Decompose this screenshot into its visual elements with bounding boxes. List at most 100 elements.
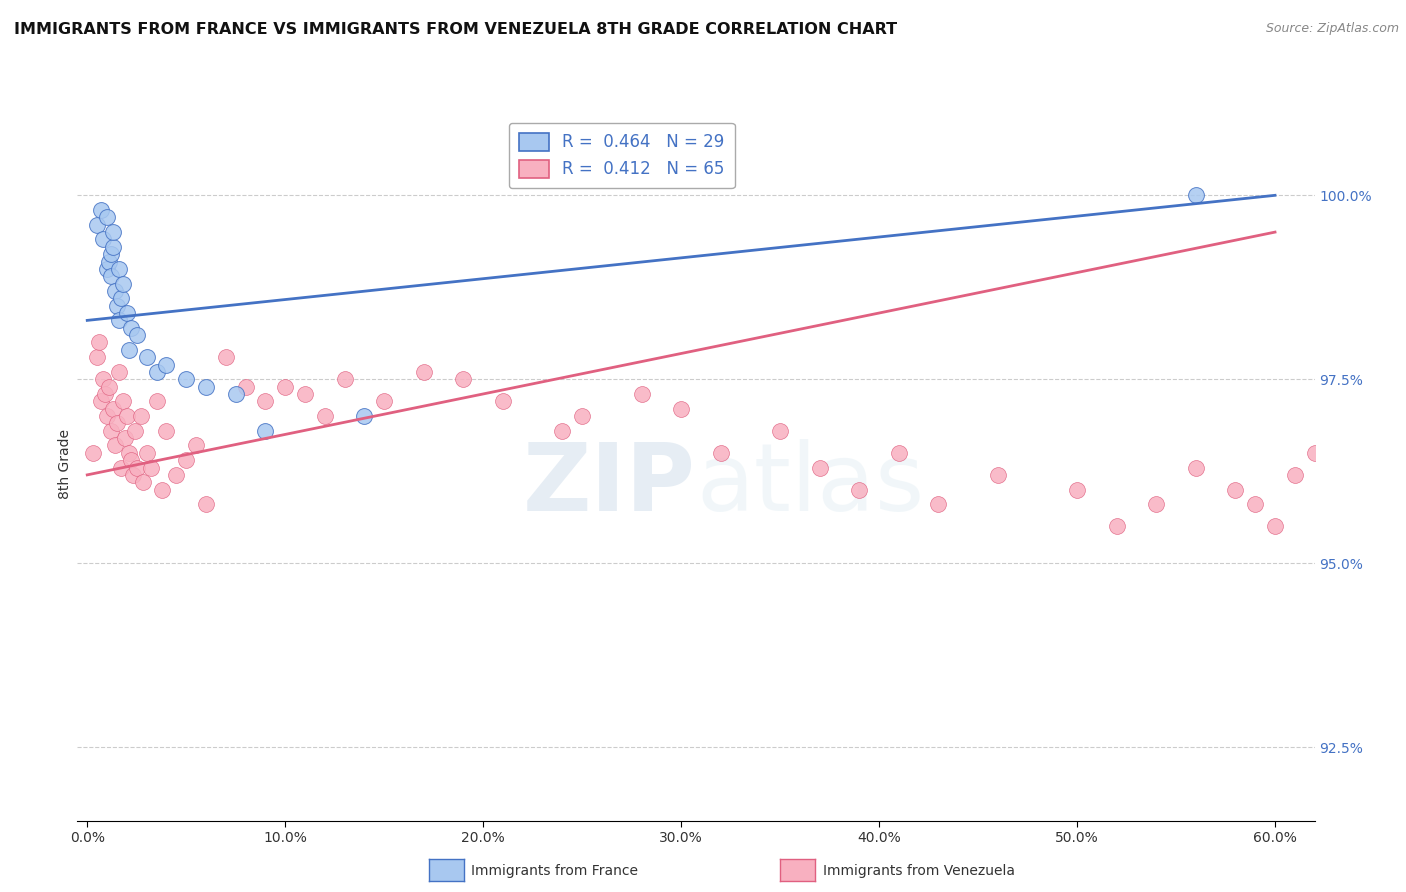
Point [254,424,277,438]
Point [333,372,356,386]
Point [630,387,652,401]
Point [848,483,870,497]
Text: IMMIGRANTS FROM FRANCE VS IMMIGRANTS FROM VENEZUELA 8TH GRADE CORRELATION CHART: IMMIGRANTS FROM FRANCE VS IMMIGRANTS FRO… [14,22,897,37]
Point [145,365,167,379]
Point [314,409,336,423]
Point [927,497,949,511]
Point [174,453,197,467]
Point [669,401,692,416]
Point [274,379,297,393]
Point [86,350,108,364]
Point [82,446,104,460]
Point [254,394,277,409]
Point [987,467,1010,482]
Point [1323,424,1346,438]
Point [114,431,136,445]
Point [808,460,831,475]
Point [165,467,187,482]
Point [98,254,121,268]
Point [90,394,112,409]
Point [373,394,395,409]
Point [1185,188,1208,202]
Point [101,240,124,254]
Text: ZIP: ZIP [523,439,696,532]
Point [120,320,142,334]
Point [101,225,124,239]
Point [90,202,112,217]
Point [155,424,177,438]
Point [1303,446,1326,460]
Point [120,453,142,467]
Point [110,291,132,305]
Point [551,424,574,438]
Point [98,379,121,393]
Text: atlas: atlas [696,439,924,532]
Point [91,232,114,246]
Point [108,365,131,379]
Point [124,424,146,438]
Point [87,335,110,350]
Point [1225,483,1247,497]
Point [571,409,593,423]
Point [174,372,197,386]
Point [100,269,122,284]
Point [100,424,122,438]
Point [104,284,127,298]
Point [111,277,134,291]
Point [104,438,127,452]
Point [91,372,114,386]
Point [1105,519,1128,533]
Point [135,446,157,460]
Point [108,313,131,327]
Point [96,261,118,276]
Point [131,475,153,490]
Point [184,438,207,452]
Point [155,358,177,372]
Point [1264,519,1286,533]
Point [1066,483,1088,497]
Point [139,460,162,475]
Text: Immigrants from Venezuela: Immigrants from Venezuela [823,863,1015,878]
Point [115,306,138,320]
Point [108,261,131,276]
Point [145,394,167,409]
Text: Source: ZipAtlas.com: Source: ZipAtlas.com [1265,22,1399,36]
Point [1244,497,1267,511]
Point [101,401,124,416]
Point [96,211,118,225]
Point [710,446,733,460]
Point [100,247,122,261]
Point [86,218,108,232]
Point [492,394,515,409]
Point [94,387,117,401]
Point [1284,467,1306,482]
Point [115,409,138,423]
Point [215,350,238,364]
Point [111,394,134,409]
Point [195,379,218,393]
Legend: R =  0.464   N = 29, R =  0.412   N = 65: R = 0.464 N = 29, R = 0.412 N = 65 [509,122,734,188]
Point [110,460,132,475]
Point [195,497,218,511]
Point [121,467,143,482]
Point [125,460,148,475]
Point [453,372,475,386]
Point [1144,497,1167,511]
Point [118,343,141,357]
Point [412,365,434,379]
Point [129,409,152,423]
Text: Immigrants from France: Immigrants from France [471,863,638,878]
Point [125,328,148,343]
Point [769,424,792,438]
Point [152,483,174,497]
Point [118,446,141,460]
Point [225,387,247,401]
Point [353,409,375,423]
Point [96,409,118,423]
Point [294,387,316,401]
Point [105,299,128,313]
Point [887,446,910,460]
Point [1185,460,1208,475]
Point [105,417,128,431]
Y-axis label: 8th Grade: 8th Grade [58,429,72,499]
